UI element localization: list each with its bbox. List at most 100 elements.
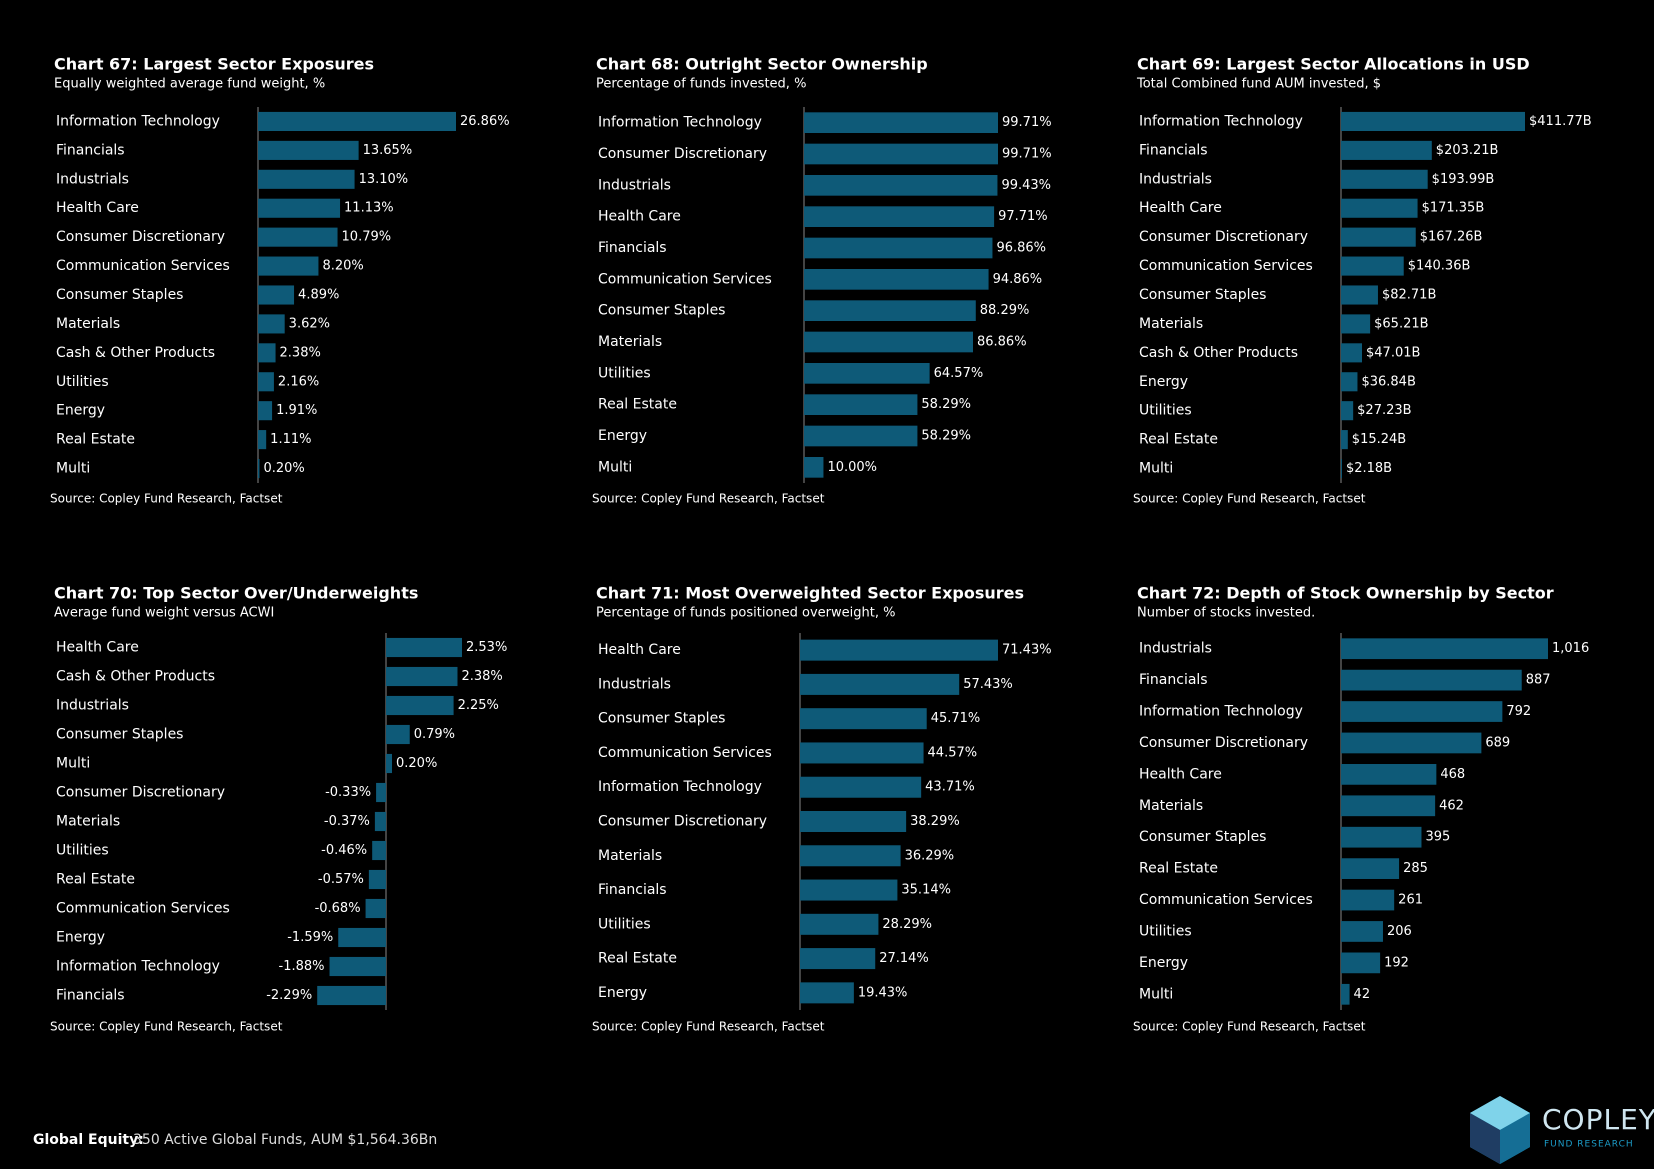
- category-label: Materials: [56, 316, 120, 332]
- value-label: 11.13%: [344, 201, 394, 216]
- value-label: 38.29%: [910, 814, 960, 829]
- bar: [365, 898, 386, 919]
- category-label: Consumer Discretionary: [56, 785, 225, 801]
- category-label: Consumer Discretionary: [598, 146, 767, 162]
- bar: [804, 394, 918, 416]
- bar: [1341, 826, 1422, 848]
- value-label: $193.99B: [1432, 172, 1495, 187]
- bar: [800, 742, 924, 764]
- chart-title: Chart 69: Largest Sector Allocations in …: [1137, 55, 1530, 74]
- value-label: $411.77B: [1529, 114, 1592, 129]
- value-label: 285: [1403, 861, 1428, 876]
- category-label: Real Estate: [1139, 861, 1218, 877]
- value-label: 97.71%: [998, 209, 1048, 224]
- value-label: 206: [1387, 924, 1412, 939]
- category-label: Real Estate: [56, 432, 135, 448]
- chart-title: Chart 68: Outright Sector Ownership: [596, 55, 928, 74]
- value-label: -0.46%: [321, 843, 367, 858]
- category-label: Materials: [1139, 316, 1203, 332]
- value-label: 792: [1506, 704, 1531, 719]
- bar: [386, 695, 454, 716]
- category-label: Cash & Other Products: [56, 345, 215, 361]
- category-label: Financials: [1139, 672, 1208, 688]
- bar: [258, 372, 274, 392]
- bar: [1341, 198, 1418, 218]
- bar: [1341, 952, 1381, 974]
- value-label: 0.20%: [396, 756, 437, 771]
- value-label: 468: [1440, 767, 1465, 782]
- value-label: 395: [1425, 830, 1450, 845]
- value-label: 44.57%: [928, 745, 978, 760]
- bar: [1341, 372, 1358, 392]
- value-label: 10.00%: [827, 460, 877, 475]
- bar: [804, 331, 973, 353]
- category-label: Energy: [598, 428, 647, 444]
- value-label: 27.14%: [879, 951, 929, 966]
- category-label: Utilities: [1139, 403, 1192, 419]
- value-label: 99.71%: [1002, 147, 1052, 162]
- category-label: Industrials: [1139, 171, 1212, 187]
- bar: [800, 776, 922, 798]
- value-label: 192: [1384, 955, 1409, 970]
- value-label: 462: [1439, 798, 1464, 813]
- bar: [804, 174, 998, 196]
- category-label: Utilities: [56, 374, 109, 390]
- bar: [1341, 111, 1525, 132]
- category-label: Information Technology: [1139, 113, 1303, 129]
- chart-subtitle: Number of stocks invested.: [1137, 606, 1315, 621]
- bar: [329, 956, 386, 977]
- bar: [368, 869, 386, 890]
- value-label: 86.86%: [977, 335, 1027, 350]
- bar: [804, 425, 918, 447]
- bar: [800, 845, 901, 867]
- chart-source: Source: Copley Fund Research, Factset: [592, 1020, 825, 1034]
- category-label: Health Care: [56, 640, 139, 656]
- category-label: Cash & Other Products: [1139, 345, 1298, 361]
- value-label: 19.43%: [858, 985, 908, 1000]
- value-label: 4.89%: [298, 288, 339, 303]
- category-label: Health Care: [1139, 766, 1222, 782]
- chart-subtitle: Average fund weight versus ACWI: [54, 606, 274, 621]
- value-label: 13.65%: [363, 143, 413, 158]
- value-label: 689: [1485, 735, 1510, 750]
- value-label: 1.11%: [270, 432, 311, 447]
- value-label: 8.20%: [322, 259, 363, 274]
- bar: [1341, 858, 1400, 879]
- category-label: Multi: [598, 459, 632, 475]
- bar: [1341, 285, 1378, 305]
- category-label: Health Care: [56, 200, 139, 216]
- category-label: Communication Services: [1139, 258, 1313, 274]
- value-label: 99.43%: [1001, 178, 1051, 193]
- category-label: Materials: [1139, 798, 1203, 814]
- bar: [258, 343, 276, 363]
- bar: [800, 982, 854, 1004]
- bar: [1341, 889, 1395, 911]
- bar: [258, 111, 456, 132]
- value-label: 1,016: [1552, 641, 1589, 656]
- value-label: 71.43%: [1002, 643, 1052, 658]
- category-label: Utilities: [598, 365, 651, 381]
- category-label: Communication Services: [56, 901, 230, 917]
- category-label: Cash & Other Products: [56, 669, 215, 685]
- value-label: $203.21B: [1436, 143, 1499, 158]
- category-label: Consumer Discretionary: [598, 814, 767, 830]
- value-label: 94.86%: [993, 272, 1043, 287]
- category-label: Consumer Discretionary: [56, 229, 225, 245]
- category-label: Consumer Discretionary: [1139, 229, 1308, 245]
- value-label: $82.71B: [1382, 288, 1436, 303]
- bar: [258, 227, 338, 247]
- bar: [1341, 401, 1354, 421]
- value-label: 45.71%: [931, 711, 981, 726]
- chart-source: Source: Copley Fund Research, Factset: [50, 492, 283, 506]
- bar: [258, 256, 319, 276]
- bar: [386, 753, 393, 774]
- category-label: Utilities: [1139, 923, 1192, 939]
- category-label: Materials: [56, 814, 120, 830]
- chart-title: Chart 67: Largest Sector Exposures: [54, 55, 374, 74]
- category-label: Energy: [1139, 374, 1188, 390]
- bar: [804, 112, 998, 134]
- value-label: $36.84B: [1361, 374, 1415, 389]
- bar: [258, 169, 355, 189]
- bar: [804, 300, 976, 322]
- chart-source: Source: Copley Fund Research, Factset: [1133, 492, 1366, 506]
